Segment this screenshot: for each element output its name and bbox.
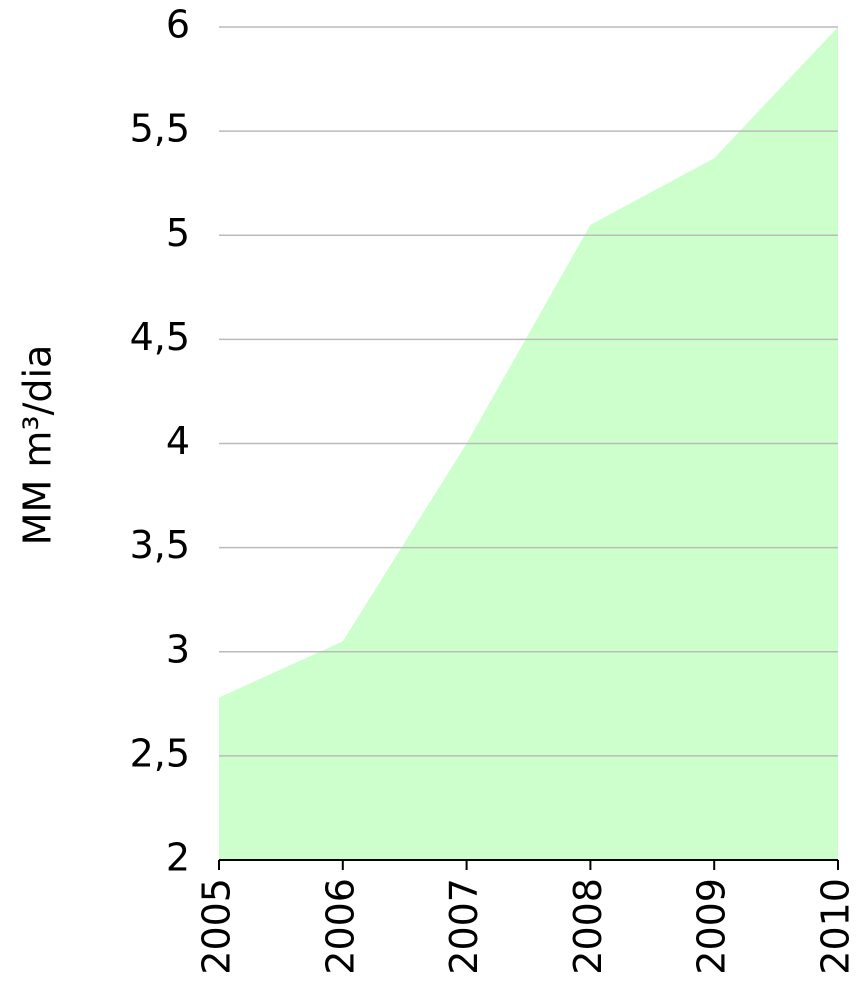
x-tick-label: 2007 (442, 878, 486, 975)
y-axis-label: MM m³/dia (16, 345, 60, 546)
y-tick-label: 3 (166, 627, 190, 671)
y-tick-label: 2 (166, 836, 190, 880)
x-tick-label: 2006 (318, 878, 362, 975)
y-tick-label: 4,5 (130, 315, 190, 359)
y-tick-label: 3,5 (130, 523, 190, 567)
x-tick-label: 2010 (814, 878, 858, 975)
y-tick-label: 4 (166, 419, 190, 463)
y-tick-label: 5 (166, 211, 190, 255)
y-tick-label: 6 (166, 3, 190, 47)
x-tick-label: 2008 (566, 878, 610, 975)
y-tick-label: 5,5 (130, 107, 190, 151)
y-tick-label: 2,5 (130, 731, 190, 775)
x-tick-label: 2009 (690, 878, 734, 975)
x-tick-label: 2005 (195, 878, 239, 975)
